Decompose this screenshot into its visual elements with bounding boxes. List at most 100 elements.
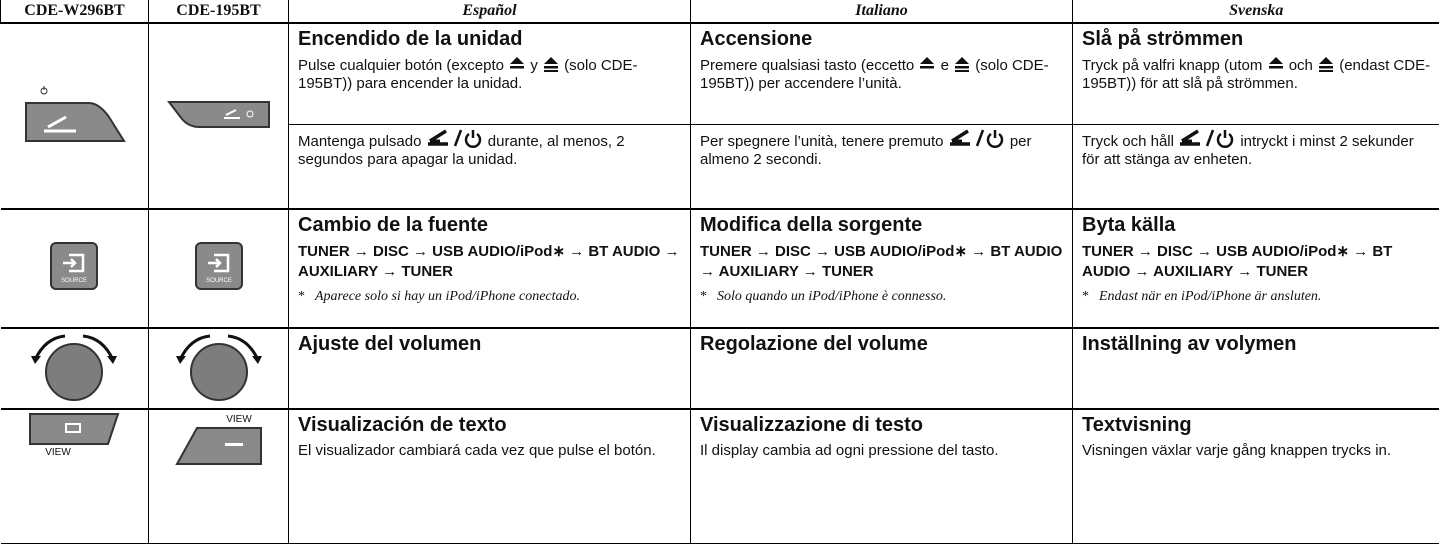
- footnote-text: Solo quando un iPod/iPhone è connesso.: [717, 289, 947, 304]
- header-cell: CDE-195BT: [148, 0, 289, 24]
- source-button: SOURCE: [50, 242, 99, 290]
- footnote-text: Aparece solo si hay un iPod/iPhone conec…: [315, 289, 581, 304]
- text: intryckt i minst 2 sekunder för att stän…: [1082, 132, 1414, 168]
- source-sequence: TUNER → DISC → USB AUDIO/iPod∗ → BT AUDI…: [700, 243, 1063, 280]
- footnote: * Solo quando un iPod/iPhone è connesso.: [700, 288, 1063, 305]
- text-cell: Mantenga pulsado durante, al menos, 2 se…: [288, 123, 691, 210]
- text: Tryck på valfri knapp (utom: [1082, 57, 1263, 74]
- button-cell: [0, 327, 149, 410]
- footnote-marker: *: [298, 289, 305, 304]
- icon: [914, 57, 940, 74]
- description: Il display cambia ad ogni pressione del …: [700, 442, 999, 459]
- section-title: Cambio de la fuente: [298, 214, 489, 236]
- description: Tryck på valfri knapp (utom och (endast …: [1082, 56, 1431, 93]
- power-row: Encendido de la unidad Pulse cualquier bo…: [0, 22, 1439, 210]
- description: Premere qualsiasi tasto (eccetto e (solo…: [700, 56, 1063, 93]
- text: (solo CDE-195BT)) para encender la unida…: [298, 57, 638, 92]
- button-image: SOURCE: [149, 241, 288, 296]
- section-title: Textvisning: [1082, 414, 1192, 436]
- icon: [1174, 129, 1240, 150]
- text: per almeno 2 secondi.: [700, 132, 1032, 168]
- button-image: [149, 330, 288, 407]
- text-cell: Encendido de la unidad Pulse cualquier bo…: [288, 22, 691, 125]
- description: Pulse cualquier botón (excepto y (solo C…: [298, 56, 681, 93]
- icon: [943, 129, 1009, 150]
- description: Tryck och håll intryckt i minst 2 sekund…: [1082, 128, 1431, 169]
- text-cell: Visualizzazione di testo Il display cambi…: [690, 408, 1073, 544]
- footnote-marker: *: [1082, 289, 1089, 304]
- header-cell: Español: [288, 0, 691, 24]
- description: Visningen växlar varje gång knappen tryc…: [1082, 442, 1392, 459]
- button-cell: VIEW: [148, 408, 289, 544]
- text-cell: Per spegnere l’unità, tenere premuto per…: [690, 123, 1073, 210]
- description: El visualizador cambiará cada vez que pu…: [298, 442, 656, 459]
- power-button: [25, 85, 127, 142]
- text-cell: Cambio de la fuente TUNER → DISC → USB AU…: [288, 208, 691, 329]
- header-cell: CDE-W296BT: [0, 0, 149, 24]
- source-sequence: TUNER → DISC → USB AUDIO/iPod∗ → BT AUDI…: [298, 243, 680, 280]
- volume-knob: [31, 334, 118, 401]
- eject-icon: [955, 57, 970, 72]
- eject-icon: [510, 57, 525, 69]
- button-image: [1, 330, 149, 407]
- button-cell: SOURCE: [148, 208, 289, 329]
- eject-icon: [1319, 57, 1334, 72]
- section-title: Regolazione del volume: [700, 333, 928, 355]
- source-row: SOURCE SOURCE Cambio de la fuente TUNER → D…: [0, 208, 1439, 329]
- button-label: VIEW: [45, 447, 71, 458]
- icon: [1262, 57, 1288, 74]
- icon: [538, 57, 564, 74]
- button-cell: [0, 22, 149, 210]
- section-title: Visualizzazione di testo: [700, 414, 924, 436]
- text-cell: Ajuste del volumen: [288, 327, 691, 410]
- footnote-marker: *: [700, 289, 707, 304]
- button-image: SOURCE: [1, 241, 149, 296]
- power-button: [166, 100, 270, 128]
- description: Mantenga pulsado durante, al menos, 2 se…: [298, 128, 681, 169]
- power-off-row: Mantenga pulsado durante, al menos, 2 se…: [1, 123, 1439, 210]
- section-title: Encendido de la unidad: [298, 28, 523, 50]
- button-label: SOURCE: [61, 278, 87, 284]
- button-image: [149, 94, 288, 139]
- text: y: [530, 57, 538, 74]
- text: Per spegnere l’unità, tenere premuto: [700, 132, 944, 150]
- header-cell: Svenska: [1072, 0, 1439, 24]
- text: e: [940, 57, 949, 74]
- volume-row: Ajuste del volumen Regolazione del volume…: [0, 327, 1439, 410]
- text-cell: Visualización de texto El visualizador ca…: [288, 408, 691, 544]
- button-label: SOURCE: [206, 278, 232, 284]
- eject-power-icon: [1180, 129, 1234, 148]
- text-cell: Byta källa TUNER → DISC → USB AUDIO/iPod∗…: [1072, 208, 1439, 329]
- description: Per spegnere l’unità, tenere premuto per…: [700, 128, 1063, 169]
- text: Pulse cualquier botón (excepto: [298, 57, 504, 74]
- button-image: [1, 79, 149, 154]
- eject-icon: [920, 57, 935, 69]
- section-title: Inställning av volymen: [1082, 333, 1297, 355]
- icon: [949, 57, 975, 74]
- section-title: Slå på strömmen: [1082, 28, 1244, 50]
- text: Mantenga pulsado: [298, 132, 422, 150]
- text: Premere qualsiasi tasto (eccetto: [700, 57, 915, 74]
- button-image: VIEW: [1, 410, 149, 465]
- button-cell: [148, 327, 289, 410]
- section-title: Byta källa: [1082, 214, 1176, 236]
- icon: [504, 57, 530, 74]
- eject-icon: [1268, 57, 1283, 69]
- text-cell: Regolazione del volume: [690, 327, 1073, 410]
- view-row: VIEW VIEW Visualización de texto El visuali…: [0, 408, 1439, 544]
- footnote-text: Endast när en iPod/iPhone är ansluten.: [1099, 289, 1322, 304]
- button-label: VIEW: [226, 414, 252, 425]
- text-cell: Textvisning Visningen växlar varje gång k…: [1072, 408, 1439, 544]
- footnote: * Endast när en iPod/iPhone är ansluten.: [1082, 288, 1431, 305]
- text: (solo CDE-195BT)) per accendere l’unità.: [700, 57, 1049, 92]
- text: (endast CDE-195BT)) för att slå på ström…: [1082, 57, 1431, 92]
- header-cell: Italiano: [690, 0, 1073, 24]
- button-cell: [148, 22, 289, 210]
- source-sequence: TUNER → DISC → USB AUDIO/iPod∗ → BT AUDI…: [1082, 243, 1393, 280]
- icon: [1313, 57, 1339, 74]
- view-button: VIEW: [29, 413, 120, 458]
- volume-knob: [175, 334, 262, 401]
- text-cell: Inställning av volymen: [1072, 327, 1439, 410]
